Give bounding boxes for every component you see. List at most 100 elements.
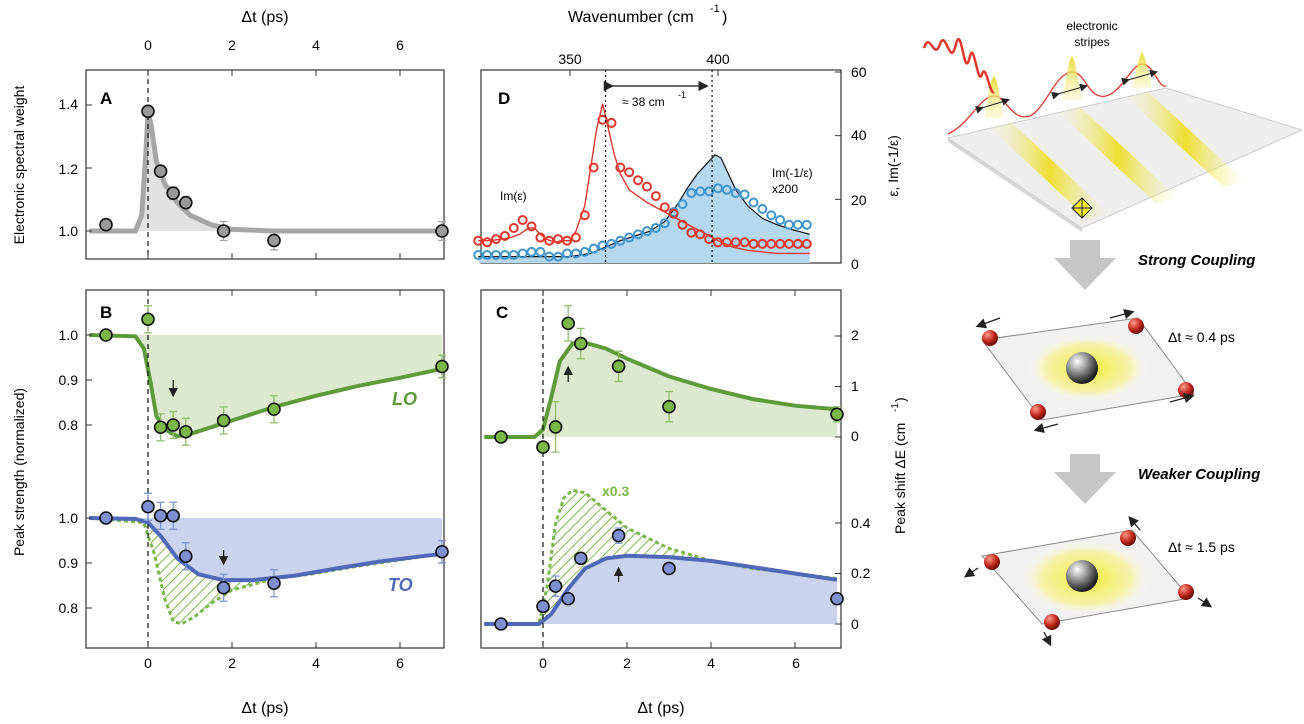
unit-cell-icon <box>1071 197 1093 219</box>
to-data-point <box>494 617 508 631</box>
charge-peak <box>984 76 1004 118</box>
loss-marker <box>677 199 688 210</box>
scaled-lo-curve <box>89 516 443 626</box>
ion-ball <box>1066 560 1098 592</box>
panel-a-top-axis-label: Δt (ps) <box>241 9 288 26</box>
lo-data-point <box>573 336 588 351</box>
loss-marker <box>686 187 697 198</box>
tick-label: 2 <box>228 37 236 53</box>
loss-marker <box>624 232 635 243</box>
lo-data-point <box>141 312 155 327</box>
eps-marker <box>570 232 581 243</box>
loss-marker <box>508 250 519 261</box>
lo-area <box>534 342 837 437</box>
strong-coupling-label: Strong Coupling <box>1138 252 1255 269</box>
eps-marker <box>597 114 608 125</box>
panel-b-x-ticks: 0 2 4 6 <box>144 655 404 671</box>
panel-d-plot: ≈ 38 cm -1 Im(ε) Im(-1/ε) x200 <box>473 70 841 264</box>
panel-a-frame <box>85 69 445 260</box>
lo-data-point <box>267 402 281 417</box>
to-data-point <box>662 561 676 576</box>
charge-peak <box>1062 56 1082 100</box>
loss-marker <box>757 203 768 214</box>
panel-c-x-label: Δt (ps) <box>637 700 684 717</box>
panel-c-x-ticks: 0 2 4 6 <box>539 655 800 671</box>
tick-label: 0.8 <box>59 417 79 433</box>
tick-label: 2 <box>851 327 859 343</box>
loss-marker <box>739 189 750 200</box>
lo-label: LO <box>392 389 417 409</box>
tick-label: 6 <box>396 655 404 671</box>
eps-marker <box>482 237 493 248</box>
data-point <box>267 233 281 248</box>
tick-label: 1.4 <box>59 96 79 112</box>
red-atom <box>1030 404 1046 420</box>
unit-cell-strong: Δt ≈ 0.4 ps <box>975 309 1235 433</box>
arrow <box>963 567 979 578</box>
top-axis-end: ) <box>722 9 727 26</box>
panel-d-right-ticks: 60 40 20 0 <box>851 64 867 272</box>
loss-marker <box>597 240 608 251</box>
stripe <box>990 123 1110 219</box>
tick-label: 4 <box>707 655 715 671</box>
eps-marker <box>517 215 528 226</box>
eps-marker <box>704 234 715 245</box>
charge-peak <box>1132 52 1152 88</box>
right-label-sup: -1 <box>890 403 901 412</box>
lo-data-point <box>611 359 626 374</box>
loss-marker <box>766 210 777 221</box>
red-atom <box>1044 614 1060 630</box>
tick-label: 0 <box>144 37 152 53</box>
loss-marker <box>784 219 795 230</box>
to-data-point <box>435 544 449 559</box>
eps-marker <box>473 235 484 246</box>
stripe <box>1126 92 1246 187</box>
tick-label: 40 <box>851 127 867 143</box>
panel-b-label: B <box>100 303 112 322</box>
lo-data-point <box>662 399 676 414</box>
lo-data-point <box>548 420 563 434</box>
lo-data-point <box>494 430 508 444</box>
panel-b-plot <box>86 290 449 648</box>
stripes-plane: electronic stripes <box>922 19 1304 232</box>
panel-d-label: D <box>498 89 510 108</box>
tick-label: 4 <box>312 37 320 53</box>
right-label-end: ) <box>892 397 908 402</box>
data-point <box>435 224 449 238</box>
eps-marker <box>508 222 519 233</box>
tick-label: 1 <box>851 378 859 394</box>
panel-a-top-ticks: 0 2 4 6 <box>144 37 404 53</box>
loss-marker <box>641 226 652 237</box>
data-point <box>141 104 155 119</box>
to-data-point <box>830 591 844 606</box>
to-data-point <box>267 576 281 591</box>
laser-pulse <box>922 38 996 94</box>
eps-marker <box>624 167 635 178</box>
eps-marker <box>562 235 573 246</box>
tick-label: 0 <box>851 256 859 272</box>
to-data-point <box>536 599 550 614</box>
to-area <box>135 518 442 581</box>
loss-marker <box>748 197 759 208</box>
dt-label: Δt ≈ 1.5 ps <box>1168 539 1235 555</box>
to-data-point <box>548 579 563 593</box>
im-eps-label: Im(ε) <box>500 189 527 203</box>
stripe <box>1058 107 1178 203</box>
loss-marker <box>650 222 661 233</box>
top-axis-sup: -1 <box>710 3 720 15</box>
loss-marker <box>659 218 670 229</box>
tick-label: 1.0 <box>59 510 79 526</box>
to-data-point <box>561 591 576 606</box>
arrow <box>1169 393 1195 404</box>
loss-marker <box>633 229 644 240</box>
red-atom <box>984 554 1000 570</box>
panel-a-y-ticks: 1.0 1.2 1.4 <box>59 96 79 239</box>
gap-label-sup: -1 <box>678 90 686 100</box>
loss-marker <box>721 184 732 195</box>
eps-marker <box>668 208 679 219</box>
double-arrow <box>1051 83 1088 100</box>
tick-label: 0.4 <box>851 515 871 531</box>
eps-marker <box>801 238 812 249</box>
to-data-point <box>99 511 113 525</box>
eps-marker <box>588 162 599 173</box>
